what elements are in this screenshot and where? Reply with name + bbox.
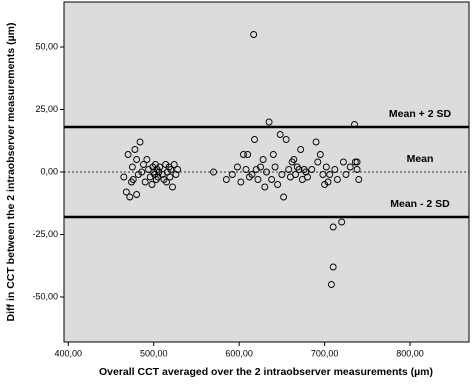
point [239,151,247,158]
point [333,176,341,183]
point [233,163,241,171]
point [351,121,358,128]
point [122,188,130,196]
point [297,146,305,153]
point [295,166,303,173]
point [290,156,298,163]
point [314,158,322,166]
point [308,166,316,173]
x-tick-label: 600,00 [225,348,253,358]
point [280,193,288,201]
point [169,183,176,191]
y-axis-title: Diff in CCT between the 2 intraobserver … [5,23,17,322]
point [143,156,151,163]
y-tick-label: 25,00 [35,104,58,114]
point [128,178,135,186]
point [355,176,363,183]
point [269,151,277,158]
point [141,178,149,186]
point [167,166,175,173]
point [331,166,339,173]
point [133,191,141,198]
point [282,136,290,143]
point [124,151,132,158]
point [339,158,347,166]
point [302,168,310,176]
point [155,168,163,176]
point [265,118,273,126]
reference-label: Mean [407,153,434,165]
point [326,171,334,178]
point [250,31,258,38]
point [128,163,136,171]
x-tick-label: 800,00 [396,348,424,358]
point [222,176,230,183]
point [327,281,335,288]
point [162,161,170,168]
point [228,171,236,178]
point [257,163,264,171]
x-tick-label: 500,00 [140,348,168,358]
point [174,166,182,173]
y-tick-label: 50,00 [35,41,58,51]
reference-label: Mean - 2 SD [390,198,450,210]
point [304,173,311,181]
point [166,173,174,181]
reference-label: Mean + 2 SD [389,108,452,120]
point [346,163,354,171]
point [353,166,361,173]
y-tick-label: -25,00 [32,229,58,239]
point [254,176,262,183]
point [259,156,267,163]
point [140,161,147,168]
point [321,181,329,188]
x-axis-title: Overall CCT averaged over the 2 intraobs… [99,366,433,378]
point [319,171,327,178]
point [316,151,324,158]
point [353,158,361,166]
point [285,166,293,173]
point [133,156,141,163]
x-tick-label: 400,00 [55,348,83,358]
point [126,193,134,201]
point [329,263,337,271]
point [312,138,320,146]
point [244,151,252,158]
point [251,136,258,143]
point [271,163,279,171]
point [329,223,337,231]
point [210,168,217,176]
point [120,173,128,181]
point [322,163,330,171]
point [172,171,180,178]
point [131,146,139,153]
point [276,131,284,138]
point [156,163,164,171]
point [163,178,170,186]
point [342,171,350,178]
point [351,158,359,166]
point [263,168,270,176]
point [136,138,144,146]
point [338,218,346,226]
point [324,178,332,186]
point [148,181,156,188]
point [274,181,282,188]
point [138,168,146,176]
point [134,171,142,178]
y-tick-label: -50,00 [32,291,58,301]
point [237,178,245,186]
y-tick-label: 0,00 [40,166,58,176]
point [170,161,178,168]
point [278,171,286,178]
point [292,171,300,178]
point [268,176,276,183]
point [242,166,250,173]
point [261,183,269,191]
x-tick-label: 700,00 [311,348,339,358]
point [248,171,256,178]
